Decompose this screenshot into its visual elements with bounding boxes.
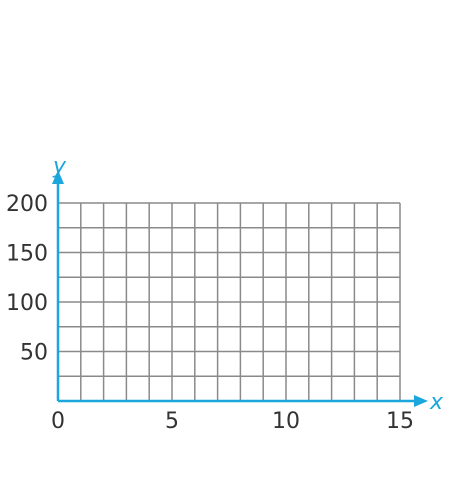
- y-tick-label: 200: [6, 192, 48, 217]
- tick-labels: x y 0 5 10 15 50 100 150 200: [6, 154, 444, 434]
- y-tick-label: 150: [6, 242, 48, 267]
- y-tick-label: 100: [6, 291, 48, 316]
- y-tick-label: 50: [20, 341, 48, 366]
- x-tick-label: 15: [386, 409, 414, 434]
- x-tick-label: 10: [272, 409, 300, 434]
- x-tick-label: 5: [165, 409, 179, 434]
- x-axis-arrow: [414, 395, 428, 407]
- x-axis-label: x: [429, 390, 444, 415]
- x-tick-label: 0: [51, 409, 65, 434]
- y-axis-label: y: [52, 154, 67, 179]
- grid: [58, 203, 400, 401]
